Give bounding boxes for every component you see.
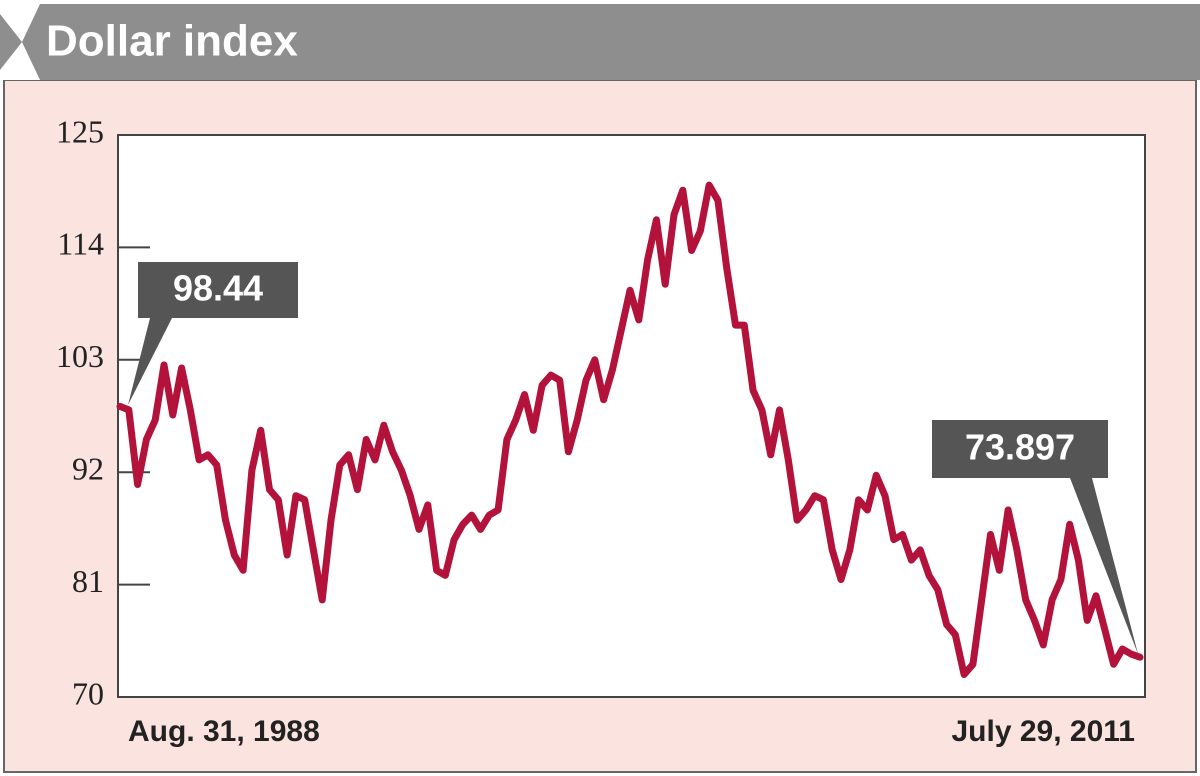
- callout-box: [932, 420, 1108, 478]
- chart-title: Dollar index: [46, 17, 298, 66]
- callout-pointer: [128, 318, 172, 405]
- callout-label: 73.897: [965, 427, 1075, 468]
- y-tick-label: 81: [72, 563, 104, 599]
- callout-label: 98.44: [173, 268, 263, 309]
- header-bar: [0, 4, 1200, 80]
- y-tick-label: 92: [72, 451, 104, 487]
- y-tick-label: 125: [56, 113, 104, 149]
- x-tick-label: Aug. 31, 1988: [128, 715, 320, 748]
- y-tick-label: 70: [72, 675, 104, 711]
- callout-pointer: [1070, 478, 1138, 654]
- header-notch-inner: [0, 14, 22, 70]
- y-tick-label: 103: [56, 338, 104, 374]
- x-tick-label: July 29, 2011: [952, 715, 1136, 748]
- y-tick-label: 114: [57, 226, 104, 262]
- line: [116, 181, 1144, 678]
- callout-box: [138, 262, 298, 318]
- plot-area: [117, 134, 1146, 698]
